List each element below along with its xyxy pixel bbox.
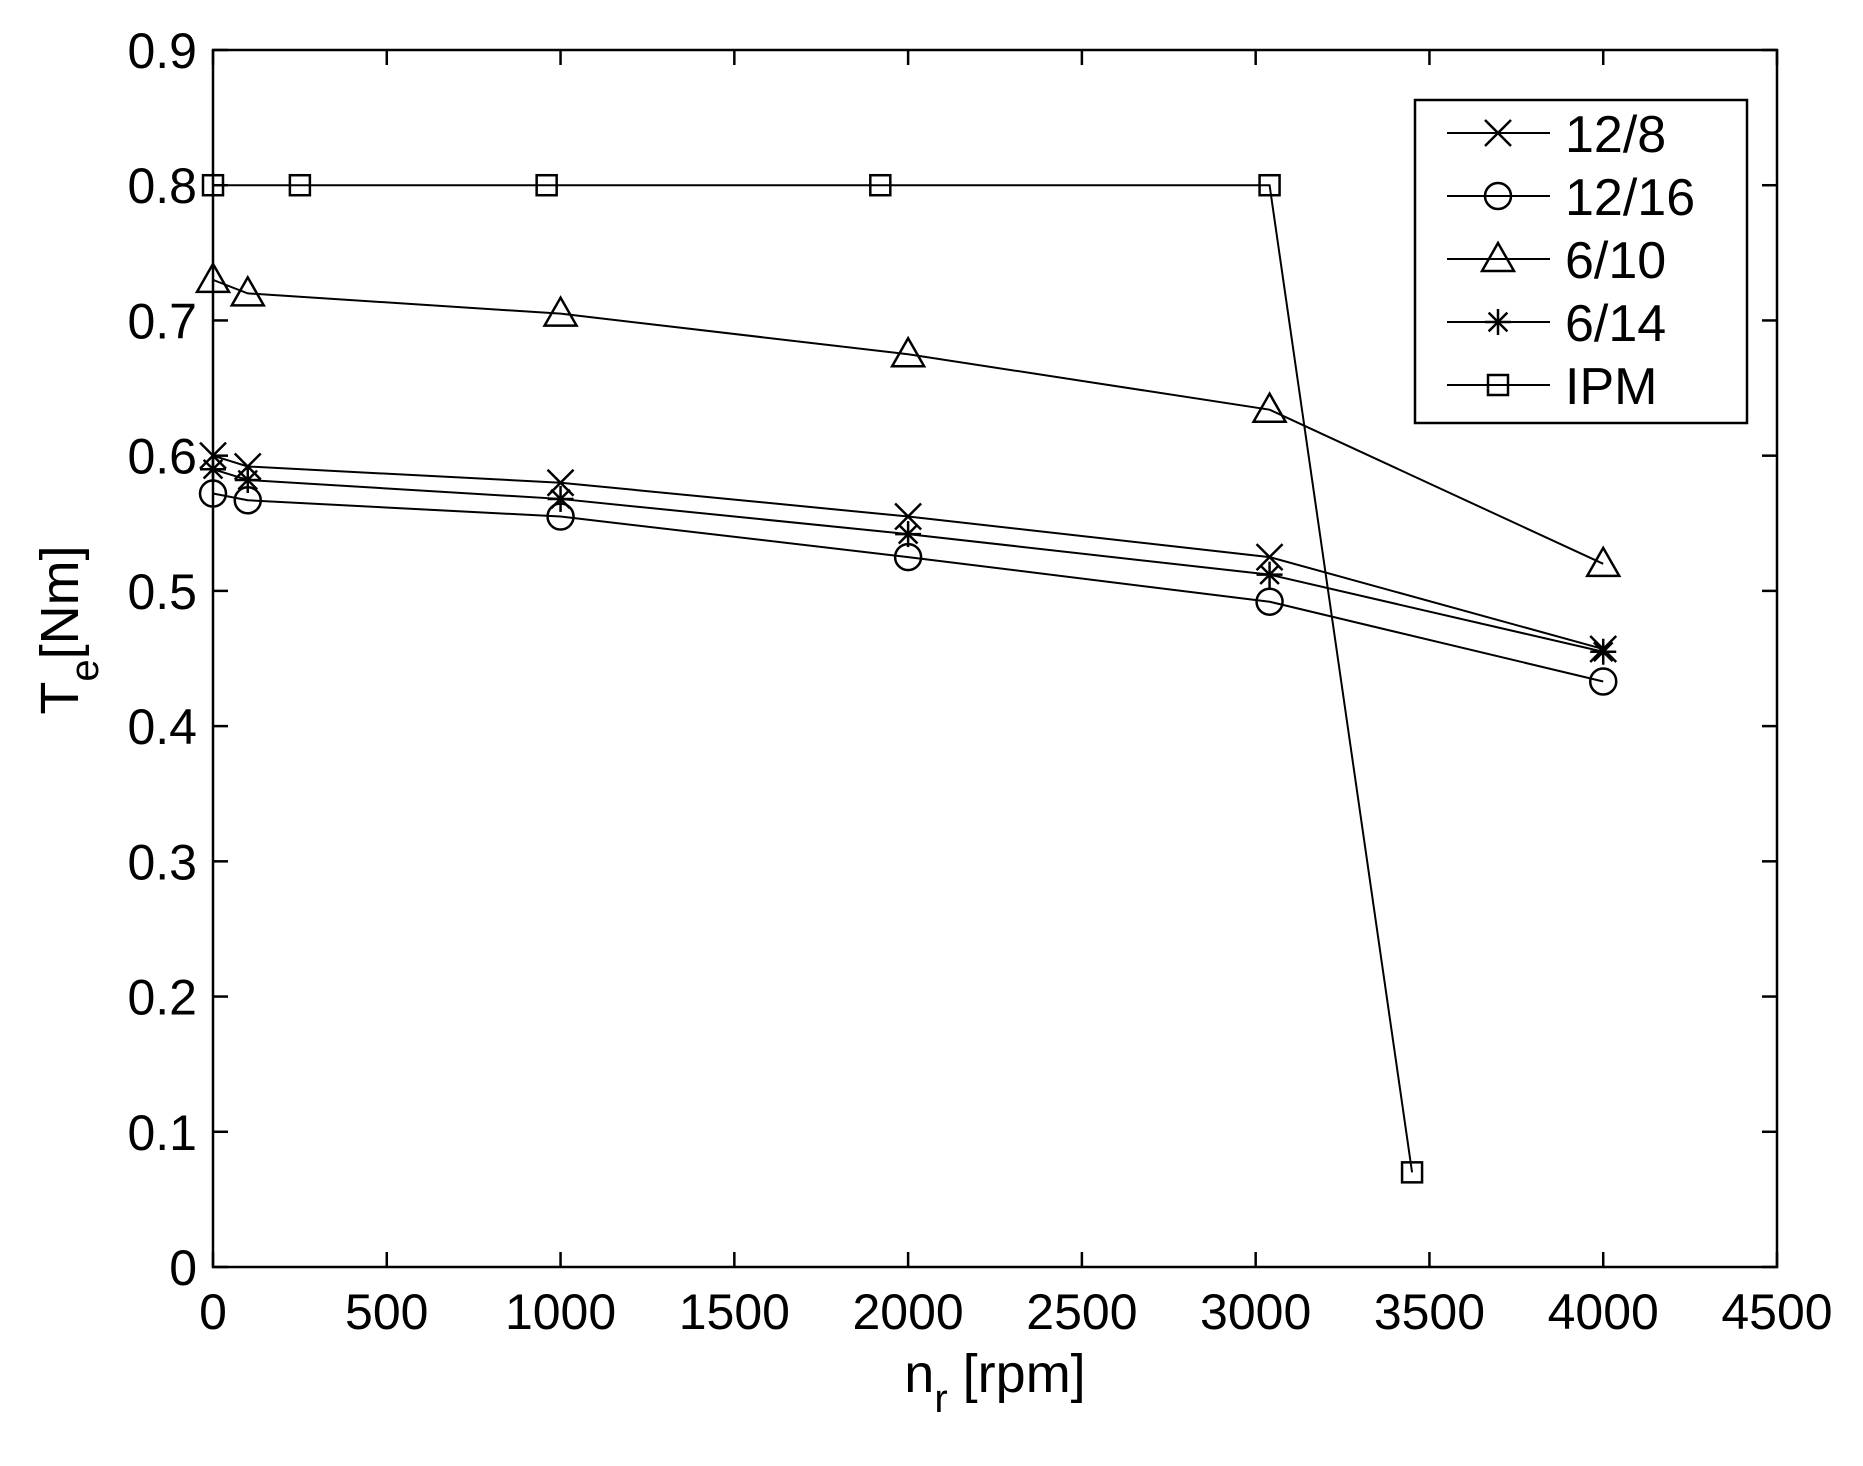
series-line [212,454,1604,650]
legend-entry: 12/8 [1447,106,1666,164]
x-axis-label: nr [rpm] [904,1344,1085,1421]
y-tick-label: 0.1 [127,1105,197,1161]
data-point [547,485,574,512]
legend-label: 12/8 [1565,106,1666,164]
legend-marker [1485,309,1511,335]
legend-label: IPM [1565,358,1657,416]
data-point [1255,587,1284,616]
data-point [1588,667,1618,696]
series-line [212,278,1604,565]
x-axis-label-main: n [904,1344,934,1404]
x-tick-label: 3000 [1200,1284,1311,1340]
legend-label: 6/14 [1565,295,1666,353]
data-point [869,173,892,197]
legend-marker [1486,373,1510,397]
x-tick-label: 4500 [1721,1284,1832,1340]
legend-entry: 12/16 [1447,169,1695,227]
x-tick-label: 4000 [1548,1284,1659,1340]
data-point [1585,545,1622,578]
data-point [1258,173,1281,197]
y-axis-label-rest: [Nm] [30,545,90,659]
plot-frame [211,48,1779,1269]
x-tick-label: 2000 [852,1284,963,1340]
series-line [212,492,1604,683]
data-point [288,173,312,197]
data-point [889,335,927,368]
x-tick-label: 500 [345,1284,428,1340]
y-axis-label-sub: e [63,659,107,681]
x-tick-label: 3500 [1374,1284,1485,1340]
legend-entry: 6/10 [1447,232,1666,290]
tick-labels-layer: 0 500 1000 1500 2000 2500 3000 3500 4000 4500 0 0.1… [127,23,1832,1340]
x-tick-label: 0 [199,1284,227,1340]
y-tick-label: 0.4 [127,699,197,755]
series-line [213,184,1414,1173]
y-tick-label: 0.2 [127,970,197,1026]
data-point [542,295,579,327]
data-point [895,521,922,548]
legend-marker [1484,119,1512,147]
series-2 [194,261,1622,578]
legend-label: 6/10 [1565,232,1666,290]
y-tick-label: 0.3 [127,834,197,890]
y-tick-label: 0 [169,1240,197,1296]
series-1 [198,479,1618,696]
x-tick-label: 1000 [505,1284,616,1340]
data-point [535,173,558,197]
legend-entry: 6/14 [1447,295,1666,353]
data-point [233,452,262,481]
series-layer [194,173,1622,1184]
data-point [1256,561,1283,588]
data-point [1400,1161,1424,1184]
y-axis-label: Te[Nm] [30,545,107,714]
series-4 [201,173,1424,1184]
y-tick-label: 0.7 [127,293,197,349]
data-point [1590,638,1617,665]
ticks-layer [211,48,1779,1269]
series-line [212,468,1604,653]
legend-entry: IPM [1447,358,1657,416]
legend-box [1413,98,1749,425]
x-tick-label: 2500 [1026,1284,1137,1340]
y-tick-label: 0.6 [127,429,197,485]
legend-marker [1479,240,1517,273]
y-tick-label: 0.8 [127,158,197,214]
legend-marker [1483,181,1513,211]
data-point [234,467,261,494]
x-axis-label-rest: [rpm] [948,1344,1086,1404]
x-tick-label: 1500 [679,1284,790,1340]
series-0 [199,441,1618,663]
y-tick-label: 0.9 [127,23,197,79]
y-tick-label: 0.5 [127,564,197,620]
data-point [1251,391,1288,423]
y-axis-label-main: T [30,682,90,715]
x-axis-label-sub: r [934,1377,947,1421]
legend-label: 12/16 [1565,169,1695,227]
data-point [229,274,266,307]
